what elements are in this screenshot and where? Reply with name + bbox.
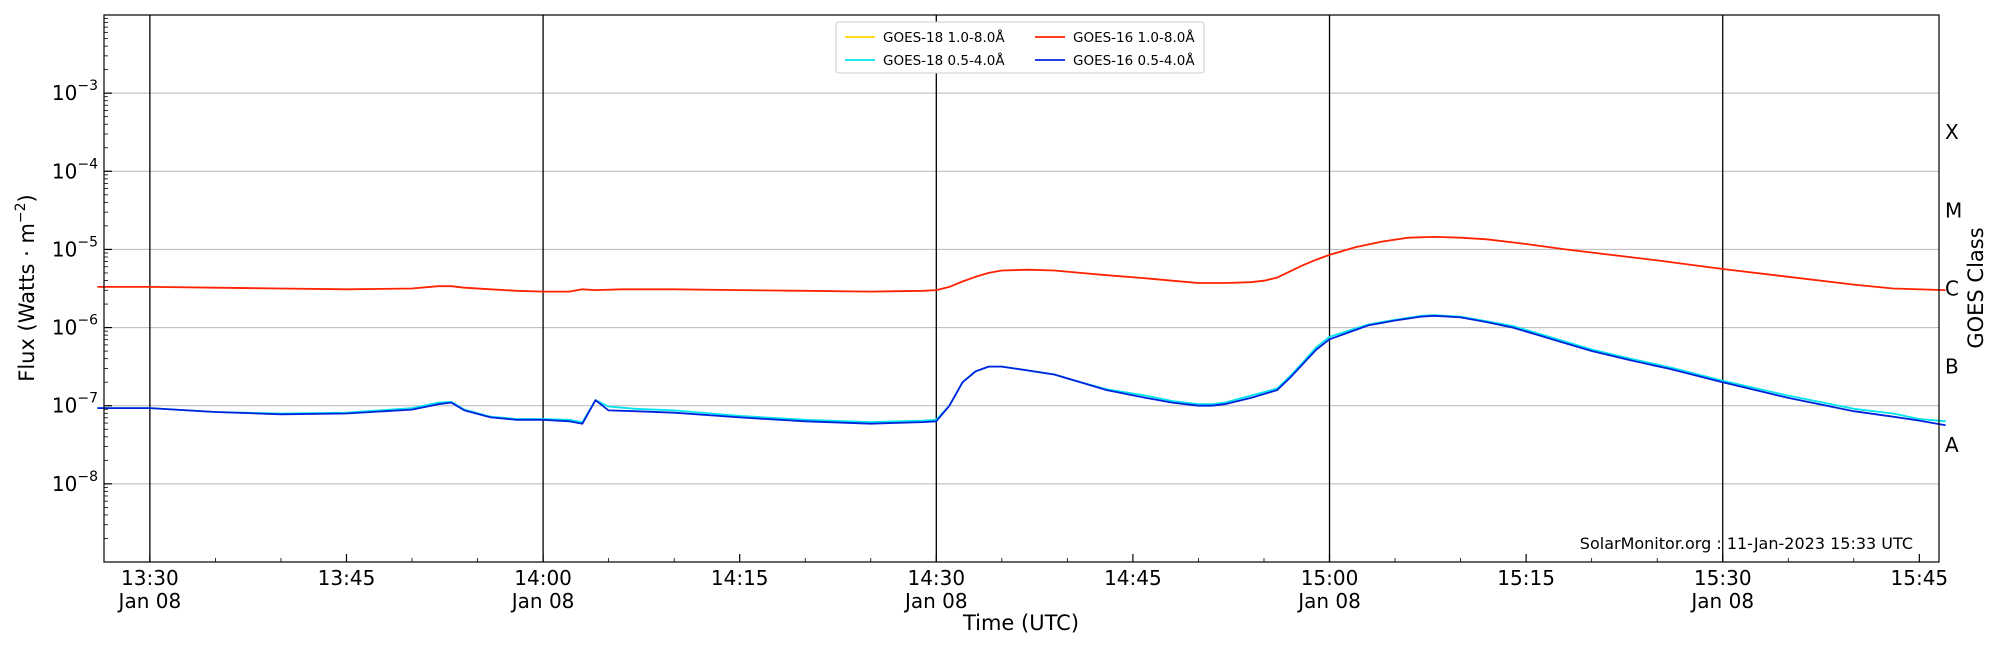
y-tick-base: 10 [52, 394, 77, 418]
legend: GOES-18 1.0-8.0Å GOES-18 0.5-4.0Å GOES-16 … [835, 21, 1205, 74]
y-tick-base: 10 [52, 159, 77, 183]
y-tick-label: 10−4 [52, 156, 98, 183]
x-tick-time-label: 15:45 [1891, 566, 1949, 590]
x-tick-time-label: 15:00 [1301, 566, 1359, 590]
y-tick-label: 10−5 [52, 234, 98, 261]
y-axis-ticks: 10−810−710−610−510−410−3 [52, 18, 112, 539]
x-tick-time-label: 14:30 [907, 566, 965, 590]
legend-label: GOES-18 0.5-4.0Å [883, 52, 1005, 69]
goes-class-label-C: C [1945, 277, 1959, 301]
goes-class-labels: A B C M X [1945, 120, 1962, 457]
series-layer [97, 236, 1946, 427]
y-tick-exponent: −4 [77, 156, 98, 172]
goes-class-label-X: X [1945, 120, 1959, 144]
x-tick-date-label: Jan 08 [903, 589, 968, 613]
y-tick-exponent: −8 [77, 469, 98, 485]
goes-class-label-A: A [1945, 433, 1959, 457]
x-tick-time-label: 13:30 [121, 566, 179, 590]
plot-frame [103, 14, 1940, 563]
y-tick-base: 10 [52, 81, 77, 105]
series-line-2 [97, 236, 1946, 293]
y-tick-label: 10−8 [52, 469, 98, 496]
y-axis-label-main: Flux (Watts · m [15, 223, 39, 382]
source-annotation: SolarMonitor.org : 11-Jan-2023 15:33 UTC [1580, 534, 1913, 553]
y-tick-label: 10−3 [52, 78, 98, 105]
goes-class-axis-label: GOES Class [1964, 227, 1988, 348]
x-tick-time-label: 14:15 [711, 566, 769, 590]
legend-label: GOES-16 0.5-4.0Å [1073, 52, 1195, 69]
x-axis-label: Time (UTC) [962, 611, 1079, 635]
x-tick-time-label: 14:00 [514, 566, 572, 590]
y-tick-base: 10 [52, 316, 77, 340]
legend-label: GOES-16 1.0-8.0Å [1073, 29, 1195, 46]
x-tick-date-label: Jan 08 [510, 589, 575, 613]
legend-label: GOES-18 1.0-8.0Å [883, 29, 1005, 46]
x-tick-date-label: Jan 08 [117, 589, 182, 613]
x-tick-time-label: 13:45 [318, 566, 376, 590]
y-tick-exponent: −7 [77, 391, 98, 407]
x-tick-date-label: Jan 08 [1689, 589, 1754, 613]
y-tick-exponent: −5 [77, 234, 98, 250]
grid-lines [104, 92, 1939, 485]
day-boundary-lines [149, 15, 1724, 562]
y-tick-exponent: −6 [77, 313, 98, 329]
x-tick-time-label: 15:15 [1497, 566, 1555, 590]
x-tick-time-label: 14:45 [1104, 566, 1162, 590]
y-axis-label-superscript: −2 [13, 202, 29, 223]
y-axis-label: Flux (Watts · m−2) [13, 194, 39, 382]
series-line-3 [97, 314, 1946, 427]
goes-class-label-B: B [1945, 355, 1959, 379]
y-tick-label: 10−7 [52, 391, 98, 418]
y-tick-label: 10−6 [52, 313, 98, 340]
goes-class-label-M: M [1945, 198, 1962, 222]
y-tick-base: 10 [52, 237, 77, 261]
y-tick-base: 10 [52, 472, 77, 496]
x-tick-date-label: Jan 08 [1296, 589, 1361, 613]
y-tick-exponent: −3 [77, 78, 98, 94]
legend-box [835, 21, 1205, 74]
x-tick-time-label: 15:30 [1694, 566, 1752, 590]
y-axis-label-close: ) [15, 194, 39, 202]
